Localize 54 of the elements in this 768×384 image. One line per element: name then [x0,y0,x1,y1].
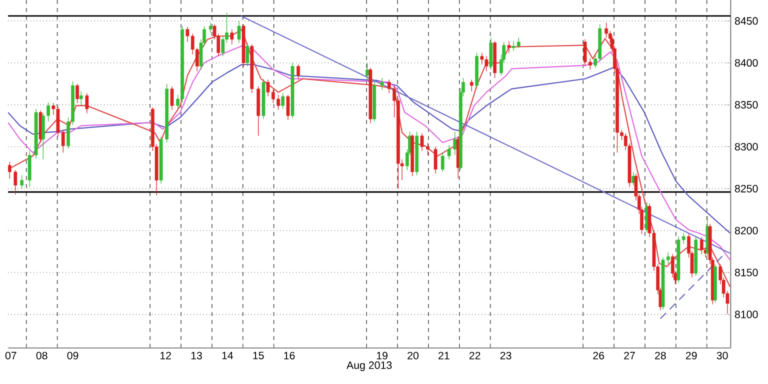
x-tick-label: 28 [655,352,666,360]
x-tick-label: 12 [160,352,171,360]
x-tick-label: 16 [284,352,295,360]
candlestick [380,78,384,90]
candlestick [85,92,89,114]
candlestick [20,174,24,190]
y-tick-label: 8350 [734,101,758,109]
x-axis-title: Aug 2013 [346,361,392,372]
candlestick [366,62,369,80]
x-tick-label: 23 [500,352,512,360]
candlestick [434,146,438,174]
y-tick-label: 8400 [734,59,758,67]
y-tick-label: 8100 [734,310,758,318]
y-tick-label: 8150 [734,268,758,276]
x-tick-label: 09 [67,352,78,360]
candlestick [387,79,391,94]
candlestick [79,91,83,106]
candlestick [296,64,300,80]
candlestick [453,131,457,156]
candlestick [489,37,493,70]
x-tick-label: 22 [469,352,480,360]
candlestick [237,20,241,44]
x-tick-label: 21 [438,352,450,360]
candlestick [420,132,424,152]
candlestick [470,79,474,92]
candlestick [604,22,608,38]
y-tick-label: 8200 [734,226,758,234]
candlestick [281,92,285,110]
candlestick [170,86,174,110]
candlestick [246,42,250,67]
candlestick [700,236,704,254]
x-tick-label: 20 [408,352,419,360]
x-tick-label: 15 [253,352,264,360]
candlestick [230,29,234,45]
y-tick-label: 8450 [734,17,758,25]
y-tick-label: 8300 [734,142,758,151]
candlestick [14,170,18,195]
candlestick [76,84,79,104]
x-tick-label: 27 [624,352,635,360]
candlestick [286,94,290,120]
candlestick [208,22,212,34]
x-tick-label: 08 [36,352,48,360]
y-tick-label: 8250 [734,184,758,192]
candlestick [440,152,444,172]
candlestick [426,142,430,156]
x-tick-label: 29 [686,352,697,360]
x-tick-label: 13 [191,352,202,360]
candlestick [507,40,511,54]
x-tick-label: 07 [5,352,16,360]
x-tick-label: 30 [716,352,728,360]
x-tick-label: 14 [222,352,234,360]
x-tick-label: 26 [593,352,604,360]
x-tick-label: 19 [376,352,388,360]
candlestick [447,144,451,160]
